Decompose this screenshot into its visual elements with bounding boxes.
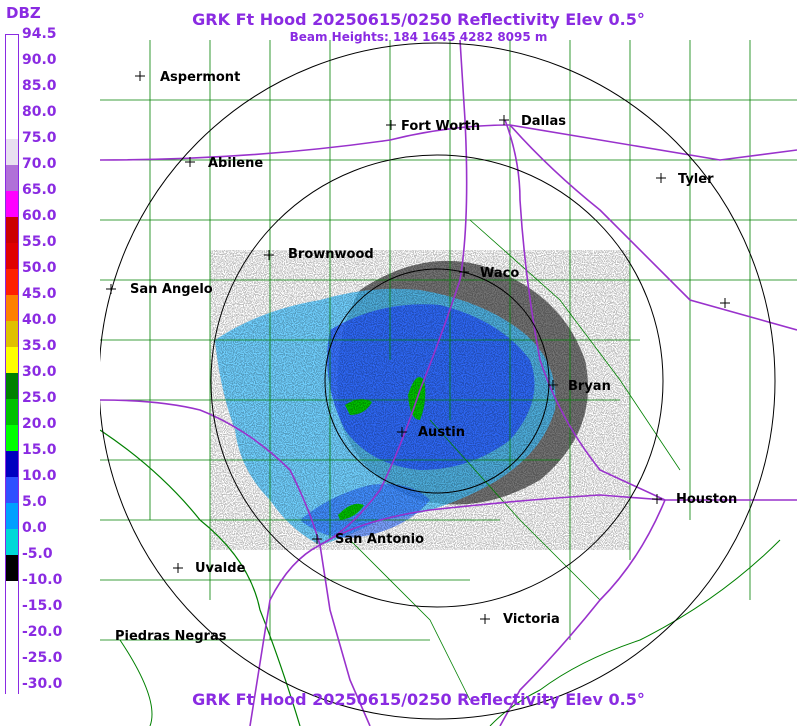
svg-text:Uvalde: Uvalde: [195, 561, 246, 576]
legend-label: -10.0: [22, 572, 63, 588]
coastline: [119, 539, 781, 726]
highways: [100, 40, 797, 726]
legend-swatch: [6, 321, 18, 347]
legend-swatch: [6, 555, 18, 581]
dbz-legend: DBZ 94.5 90.0 85.0 80.0 75.0 70.0 65.0 60.0 55.0…: [2, 2, 97, 711]
city-piedras-negras: Piedras Negras: [115, 629, 227, 644]
legend-swatch: [6, 139, 18, 165]
legend-unit: DBZ: [6, 4, 41, 22]
map-title-bottom: GRK Ft Hood 20250615/0250 Reflectivity E…: [192, 690, 645, 709]
city-brownwood: Brownwood: [264, 247, 374, 262]
svg-text:Dallas: Dallas: [521, 114, 566, 129]
city-tyler: Tyler: [656, 172, 714, 187]
city-victoria: Victoria: [480, 612, 560, 627]
legend-swatch: [6, 217, 18, 243]
svg-text:Waco: Waco: [480, 266, 519, 281]
legend-label: -30.0: [22, 676, 63, 692]
legend-label: -5.0: [22, 546, 53, 562]
legend-label: 20.0: [22, 416, 57, 432]
map-title: GRK Ft Hood 20250615/0250 Reflectivity E…: [192, 10, 645, 29]
legend-swatch: [6, 529, 18, 555]
legend-label: 40.0: [22, 312, 57, 328]
legend-label: 35.0: [22, 338, 57, 354]
legend-swatch: [6, 165, 18, 191]
svg-text:Brownwood: Brownwood: [288, 247, 374, 262]
svg-text:Piedras Negras: Piedras Negras: [115, 629, 227, 644]
city-houston: Houston: [652, 492, 737, 507]
city-aspermont: Aspermont: [135, 70, 240, 85]
legend-label: 45.0: [22, 286, 57, 302]
legend-swatch: [6, 191, 18, 217]
legend-swatch: [6, 633, 18, 659]
legend-label: 55.0: [22, 234, 57, 250]
legend-label: 5.0: [22, 494, 47, 510]
city-uvalde: Uvalde: [173, 561, 246, 576]
legend-label: 25.0: [22, 390, 57, 406]
city-san-angelo: San Angelo: [106, 282, 213, 297]
county-lines: [100, 40, 797, 701]
legend-swatch: [6, 295, 18, 321]
range-rings: [100, 42, 776, 720]
legend-label: 0.0: [22, 520, 47, 536]
legend-swatch: [6, 269, 18, 295]
legend-label: 75.0: [22, 130, 57, 146]
legend-label: 85.0: [22, 78, 57, 94]
city-unlabeled: [720, 298, 730, 308]
svg-text:Bryan: Bryan: [568, 379, 611, 394]
legend-swatch: [6, 607, 18, 633]
legend-swatch: [6, 451, 18, 477]
legend-swatch: [6, 113, 18, 139]
city-dallas: Dallas: [499, 114, 566, 129]
legend-label: 10.0: [22, 468, 57, 484]
legend-label: 15.0: [22, 442, 57, 458]
beam-heights: Beam Heights: 184 1645 4282 8095 m: [289, 30, 548, 44]
city-austin: Austin: [397, 425, 465, 440]
legend-label: -25.0: [22, 650, 63, 666]
legend-swatch: [6, 425, 18, 451]
legend-label: -15.0: [22, 598, 63, 614]
legend-swatch: [6, 659, 18, 685]
city-san-antonio: San Antonio: [312, 532, 424, 547]
legend-swatch: [6, 477, 18, 503]
svg-text:Tyler: Tyler: [678, 172, 714, 187]
svg-text:Fort Worth: Fort Worth: [401, 119, 480, 134]
legend-swatch: [6, 35, 18, 61]
legend-swatch: [6, 87, 18, 113]
legend-swatch: [6, 61, 18, 87]
legend-swatch: [6, 399, 18, 425]
svg-text:Houston: Houston: [676, 492, 737, 507]
legend-swatch: [6, 243, 18, 269]
svg-text:Austin: Austin: [418, 425, 465, 440]
svg-text:Aspermont: Aspermont: [160, 70, 240, 85]
legend-label: 30.0: [22, 364, 57, 380]
city-bryan: Bryan: [548, 379, 611, 394]
legend-color-bar: [5, 34, 19, 711]
svg-text:Victoria: Victoria: [503, 612, 560, 627]
legend-label: 50.0: [22, 260, 57, 276]
legend-label: 94.5: [22, 26, 57, 42]
echo-layer: [210, 250, 630, 550]
city-abilene: Abilene: [185, 156, 263, 171]
svg-text:San Antonio: San Antonio: [335, 532, 424, 547]
legend-label: -20.0: [22, 624, 63, 640]
city-markers: Aspermont Fort Worth Dallas Abilene Tyle…: [106, 70, 737, 644]
legend-label: 70.0: [22, 156, 57, 172]
city-fort-worth: Fort Worth: [386, 119, 480, 134]
legend-swatch: [6, 503, 18, 529]
legend-label: 60.0: [22, 208, 57, 224]
legend-swatch: [6, 373, 18, 399]
legend-label: 90.0: [22, 52, 57, 68]
legend-label: 65.0: [22, 182, 57, 198]
legend-swatch: [6, 685, 18, 711]
svg-text:Abilene: Abilene: [208, 156, 263, 171]
legend-label: 80.0: [22, 104, 57, 120]
city-waco: Waco: [459, 266, 519, 281]
legend-swatch: [6, 581, 18, 607]
svg-text:San Angelo: San Angelo: [130, 282, 213, 297]
state-border: [100, 429, 301, 726]
legend-swatch: [6, 347, 18, 373]
